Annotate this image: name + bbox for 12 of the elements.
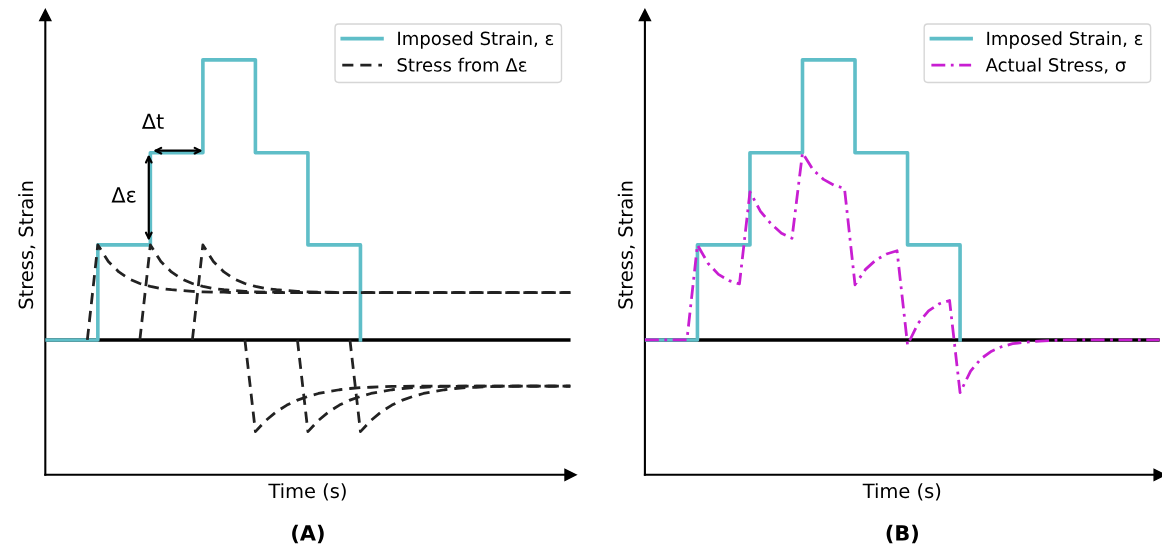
x-axis-title: Time (s) [862, 483, 941, 501]
legend-label: Actual Stress, σ [985, 57, 1126, 74]
x-axis-title: Time (s) [268, 483, 346, 501]
annotation: Δε [111, 187, 136, 203]
text: (B) [886, 524, 918, 544]
legend-label: Imposed Strain, ε [398, 31, 554, 49]
y-axis-title: Stress, Strain [18, 181, 36, 309]
legend-label: Imposed Strain, ε [987, 31, 1143, 49]
legend-label: Stress from Δε [397, 57, 527, 72]
annotation: Δt [141, 113, 164, 129]
y-axis-title: Stress, Strain [617, 181, 635, 309]
text: (A) [292, 524, 324, 544]
